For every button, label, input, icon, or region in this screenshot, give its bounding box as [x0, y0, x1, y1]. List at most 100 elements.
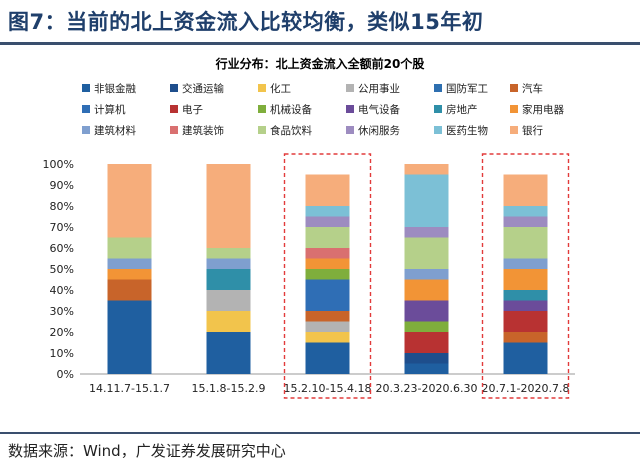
legend-swatch [346, 126, 354, 134]
y-tick-label: 80% [50, 200, 74, 213]
x-tick-label: 15.1.8-15.2.9 [192, 382, 266, 395]
bar-segment [405, 227, 449, 238]
bar-segment [405, 364, 449, 375]
bar-segment [207, 164, 251, 248]
bar-segment [504, 175, 548, 207]
y-tick-label: 50% [50, 263, 74, 276]
legend-swatch [346, 105, 354, 113]
legend-swatch [170, 84, 178, 92]
bar-segment [306, 343, 350, 375]
legend-swatch [258, 126, 266, 134]
bar-area [108, 164, 548, 374]
legend-label: 化工 [270, 82, 291, 95]
bar-segment [207, 311, 251, 332]
bar-segment [306, 269, 350, 280]
legend-label: 房地产 [446, 103, 478, 116]
legend-label: 计算机 [94, 103, 126, 116]
source-note: 数据来源：Wind，广发证券发展研究中心 [8, 440, 286, 461]
legend-label: 建筑材料 [94, 124, 136, 137]
bar-segment [504, 332, 548, 343]
bar-segment [504, 311, 548, 332]
y-tick-label: 90% [50, 179, 74, 192]
bar-segment [108, 301, 152, 375]
legend-label: 医药生物 [446, 124, 488, 137]
y-tick-label: 100% [43, 158, 74, 171]
y-tick-label: 10% [50, 347, 74, 360]
bar-segment [405, 280, 449, 301]
x-tick-label: 14.11.7-15.1.7 [89, 382, 170, 395]
bar-segment [405, 175, 449, 228]
legend-swatch [510, 126, 518, 134]
legend-label: 汽车 [522, 82, 543, 95]
bar-segment [306, 206, 350, 217]
bar-segment [207, 269, 251, 290]
legend-swatch [510, 105, 518, 113]
legend-label: 建筑装饰 [182, 124, 224, 137]
bar-segment [504, 301, 548, 312]
legend-swatch [82, 84, 90, 92]
legend-swatch [258, 105, 266, 113]
bar-segment [306, 248, 350, 259]
x-tick-label: 20.3.23-2020.6.30 [376, 382, 478, 395]
bar-segment [504, 259, 548, 270]
legend-label: 电子 [182, 103, 203, 116]
bar-segment [405, 269, 449, 280]
bar-segment [504, 269, 548, 290]
bar-segment [306, 332, 350, 343]
bar-segment [504, 290, 548, 301]
legend-swatch [510, 84, 518, 92]
stacked-bar-chart: 行业分布：北上资金流入全额前20个股 非银金融 交通运输 化工 公用事业 国防军工 汽车计… [0, 48, 640, 432]
bar-segment [108, 164, 152, 238]
bar-segment [306, 217, 350, 228]
legend-swatch [434, 105, 442, 113]
bar-segment [207, 332, 251, 374]
legend-label: 国防军工 [446, 82, 488, 95]
bar-segment [306, 322, 350, 333]
bar-segment [504, 227, 548, 259]
legend-swatch [170, 126, 178, 134]
bar-segment [504, 343, 548, 375]
legend-swatch [170, 105, 178, 113]
y-tick-label: 0% [57, 368, 74, 381]
x-axis: 14.11.7-15.1.7 15.1.8-15.2.9 15.2.10-15.4.… [89, 382, 569, 395]
bar-segment [405, 353, 449, 364]
x-tick-label: 20.7.1-2020.7.8 [482, 382, 570, 395]
legend-swatch [258, 84, 266, 92]
bar-segment [207, 290, 251, 311]
bar-segment [207, 248, 251, 259]
chart-title: 行业分布：北上资金流入全额前20个股 [215, 56, 426, 71]
legend-label: 非银金融 [94, 82, 136, 95]
legend-swatch [346, 84, 354, 92]
bar-segment [405, 238, 449, 270]
legend-swatch [82, 105, 90, 113]
y-tick-label: 60% [50, 242, 74, 255]
legend-label: 休闲服务 [358, 124, 400, 137]
bar-segment [504, 206, 548, 217]
bar-segment [504, 217, 548, 228]
bar-segment [108, 259, 152, 270]
y-tick-label: 40% [50, 284, 74, 297]
legend-swatch [434, 126, 442, 134]
bar-segment [306, 227, 350, 248]
y-tick-label: 70% [50, 221, 74, 234]
legend-swatch [82, 126, 90, 134]
legend-swatch [434, 84, 442, 92]
footer-divider [0, 432, 640, 434]
bar-segment [108, 269, 152, 280]
bar-segment [405, 332, 449, 353]
legend-label: 食品饮料 [270, 124, 312, 137]
y-tick-label: 20% [50, 326, 74, 339]
legend-label: 公用事业 [358, 82, 400, 95]
bar-segment [405, 322, 449, 333]
legend-label: 电气设备 [358, 103, 400, 116]
bar-segment [306, 175, 350, 207]
legend-label: 机械设备 [270, 103, 312, 116]
bar-segment [207, 259, 251, 270]
bar-segment [108, 238, 152, 259]
legend-label: 银行 [522, 124, 543, 137]
bar-segment [108, 280, 152, 301]
page-title: 图7：当前的北上资金流入比较均衡，类似15年初 [8, 6, 632, 36]
title-divider [0, 42, 640, 45]
bar-segment [405, 301, 449, 322]
